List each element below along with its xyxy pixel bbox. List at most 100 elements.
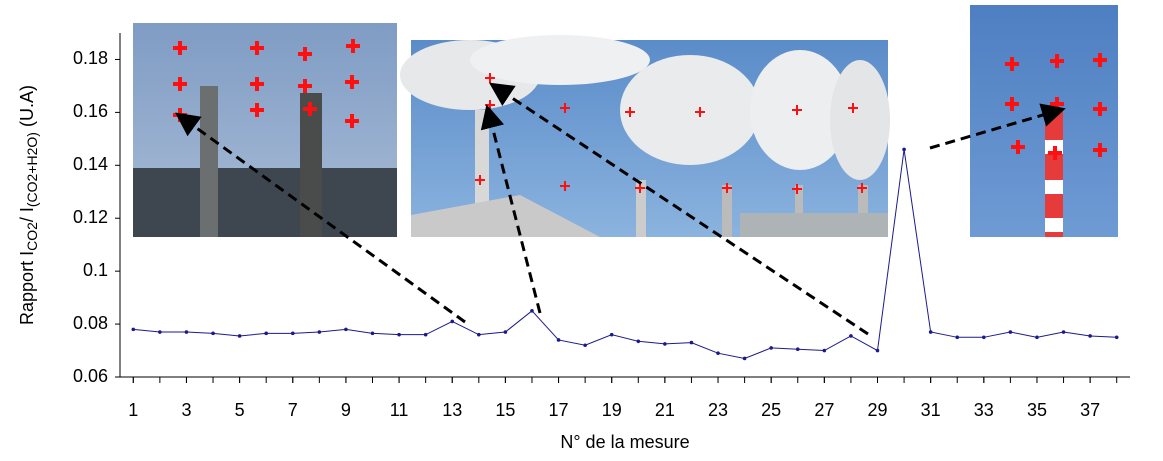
x-tick-label: 7 bbox=[288, 400, 298, 420]
data-point bbox=[689, 340, 694, 345]
data-point bbox=[264, 331, 268, 336]
annotation-arrows bbox=[175, 82, 1066, 336]
cross bbox=[639, 183, 641, 193]
cross bbox=[1010, 57, 1014, 71]
x-tick-label: 17 bbox=[549, 400, 569, 420]
photo-chimneys-1 bbox=[133, 23, 397, 237]
cross bbox=[629, 107, 631, 117]
cross bbox=[1016, 140, 1020, 154]
arrow bbox=[175, 112, 466, 324]
cross bbox=[1010, 97, 1014, 111]
x-tick-label: 21 bbox=[655, 400, 675, 420]
data-point bbox=[290, 331, 295, 336]
cross bbox=[489, 100, 491, 110]
data-point bbox=[716, 351, 720, 355]
data-point bbox=[875, 348, 880, 353]
y-tick-label: 0.12 bbox=[73, 207, 108, 227]
data-point bbox=[982, 335, 986, 340]
data-point bbox=[397, 332, 401, 337]
data-point bbox=[530, 309, 534, 313]
data-point bbox=[1088, 334, 1092, 338]
x-tick-label: 31 bbox=[921, 400, 941, 420]
cross bbox=[1055, 97, 1059, 111]
x-tick-label: 25 bbox=[761, 400, 781, 420]
y-tick-label: 0.16 bbox=[73, 101, 108, 121]
x-tick-label: 1 bbox=[128, 400, 138, 420]
cross bbox=[699, 107, 701, 117]
cross bbox=[796, 184, 798, 194]
y-tick-label: 0.1 bbox=[83, 260, 108, 280]
cross bbox=[564, 103, 566, 113]
photo-chimney-3 bbox=[970, 5, 1118, 237]
cross bbox=[861, 183, 863, 193]
x-tick-label: 29 bbox=[867, 400, 887, 420]
data-point bbox=[902, 147, 906, 152]
cross bbox=[178, 77, 182, 91]
arrow bbox=[488, 82, 869, 336]
cross bbox=[308, 102, 312, 116]
data-point bbox=[769, 346, 773, 350]
data-point bbox=[663, 342, 667, 346]
data-point bbox=[1008, 330, 1013, 334]
x-tick-label: 35 bbox=[1027, 400, 1047, 420]
x-tick-label: 11 bbox=[390, 400, 409, 420]
data-point bbox=[742, 356, 747, 361]
data-point bbox=[583, 343, 587, 348]
data-point bbox=[131, 327, 136, 332]
x-axis-label: N° de la mesure bbox=[560, 432, 689, 452]
cross bbox=[1053, 146, 1057, 160]
data-point bbox=[928, 330, 933, 334]
y-tick-label: 0.06 bbox=[73, 366, 108, 386]
data-point bbox=[1035, 335, 1039, 340]
data-point bbox=[370, 331, 375, 336]
y-axis-label: Rapport ICO2/ I(CO2+H2O) (U.A) bbox=[17, 85, 40, 325]
data-point bbox=[1114, 335, 1119, 340]
cross bbox=[1098, 143, 1102, 157]
cross bbox=[351, 39, 355, 53]
x-tick-label: 19 bbox=[602, 400, 622, 420]
x-tick-label: 15 bbox=[495, 400, 515, 420]
data-point bbox=[237, 334, 242, 338]
cross bbox=[178, 108, 182, 122]
data-line bbox=[133, 149, 1117, 359]
cross bbox=[1098, 53, 1102, 67]
cross bbox=[1098, 102, 1102, 116]
x-tick-label: 9 bbox=[341, 400, 351, 420]
cross bbox=[796, 105, 798, 115]
data-point bbox=[636, 339, 641, 344]
data-point bbox=[450, 319, 455, 324]
cross bbox=[564, 181, 566, 191]
data-point bbox=[477, 332, 481, 337]
y-tick-label: 0.18 bbox=[73, 48, 108, 68]
data-point bbox=[503, 330, 508, 334]
x-tick-label: 23 bbox=[708, 400, 728, 420]
data-point bbox=[344, 327, 348, 332]
photo-chimneys-2 bbox=[400, 35, 890, 237]
cross bbox=[852, 103, 854, 113]
x-tick-label: 37 bbox=[1080, 400, 1100, 420]
data-point bbox=[317, 330, 322, 334]
cross bbox=[303, 79, 307, 93]
data-point bbox=[1061, 330, 1066, 334]
y-tick-label: 0.08 bbox=[73, 313, 108, 333]
data-point bbox=[795, 347, 800, 352]
x-tick-label: 3 bbox=[181, 400, 191, 420]
data-point bbox=[556, 338, 561, 342]
data-point bbox=[211, 331, 215, 336]
data-point bbox=[849, 334, 853, 338]
cross bbox=[303, 47, 307, 61]
cross bbox=[479, 175, 481, 185]
cross bbox=[255, 103, 259, 117]
x-tick-label: 5 bbox=[235, 400, 245, 420]
cross bbox=[350, 75, 354, 89]
cross bbox=[726, 183, 728, 193]
data-point bbox=[423, 332, 428, 337]
cross bbox=[178, 41, 182, 55]
cross bbox=[255, 77, 259, 91]
x-tick-label: 27 bbox=[814, 400, 834, 420]
arrow bbox=[480, 104, 542, 314]
data-point bbox=[158, 330, 162, 334]
x-tick-label: 13 bbox=[442, 400, 462, 420]
x-tick-label: 33 bbox=[974, 400, 994, 420]
